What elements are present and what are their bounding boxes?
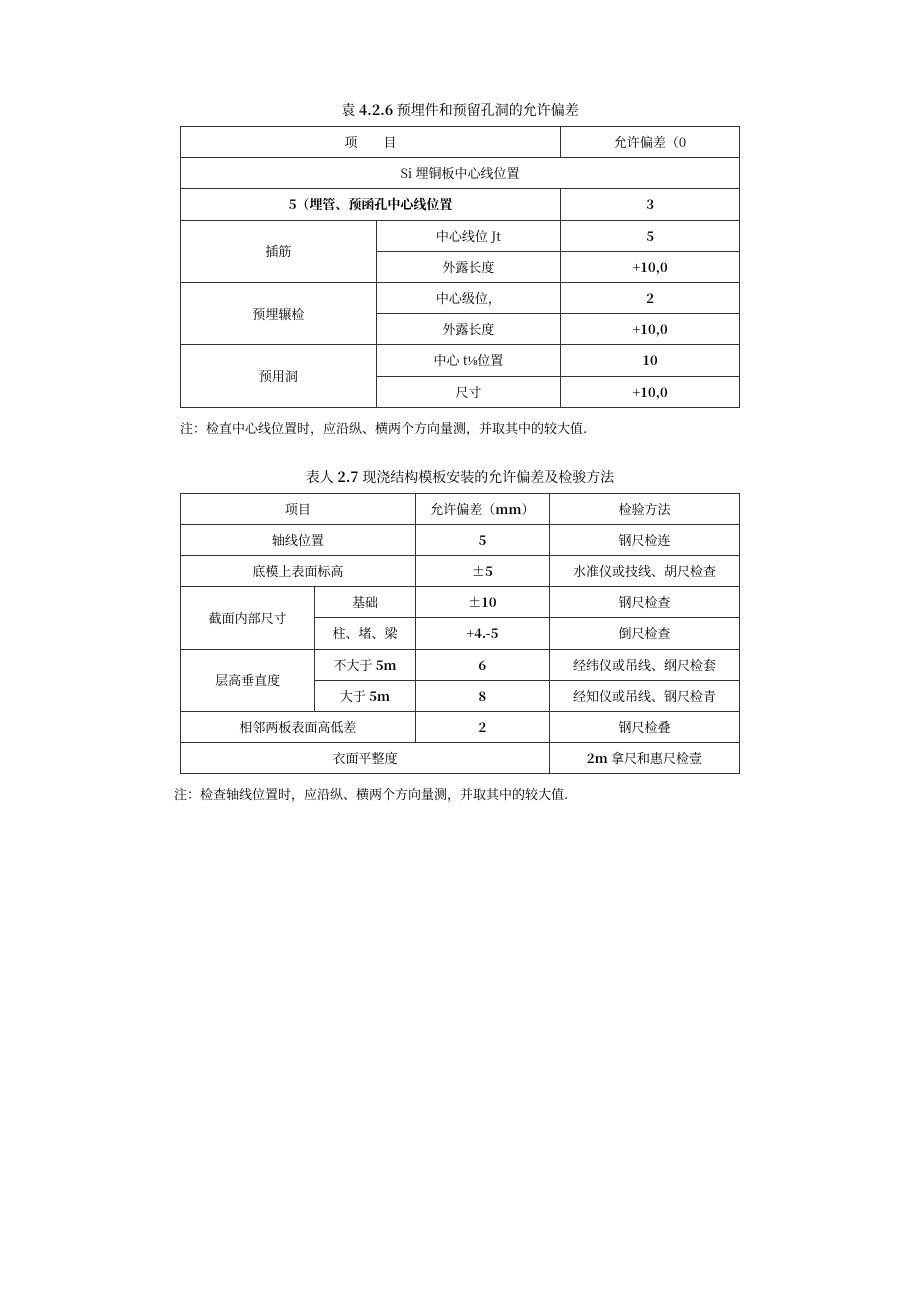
table2-r4b-sub: 大于 5m [315,680,416,711]
table2-row5: 相邻两板表面高低差 2 钢尺检叠 [181,712,740,743]
table2-r2-m: 水准仪或技线、胡尺检查 [549,556,739,587]
table2: 项目 允许偏差（mm） 检验方法 轴线位置 5 钢尺检连 底模上表面标高 ±5 … [180,493,740,775]
table1-r4a-label: 中心级位， [376,282,560,313]
table2-caption-text: 现浇结构模板安装的允许偏差及检骏方法 [359,467,615,487]
table1-r3a-label: 中心线位 Jt [376,220,560,251]
table1-caption-prefix: 袁 [341,100,359,120]
table2-caption: 表人 2.7 现浇结构模板安装的允许偏差及检骏方法 [180,467,740,487]
table2-h-item: 项目 [181,493,416,524]
table2-r5-m: 钢尺检叠 [549,712,739,743]
table1-r1: Si 埋铜板中心线位置 [181,158,740,189]
table1-row5a: 预用洞 中心 t⅛位置 10 [181,345,740,376]
table2-r6-label: 衣面平整度 [181,743,550,774]
table2-header-row: 项目 允许偏差（mm） 检验方法 [181,493,740,524]
table2-r3b-sub: 柱、堵、梁 [315,618,416,649]
table2-row4a: 层高垂直度 不大于 5m 6 经纬仪或吊线、纲尺检套 [181,649,740,680]
table1-r5a-val: 10 [561,345,740,376]
table1-caption-text: 预埋件和预留孔洞的允许偏差 [393,100,579,120]
table2-r1-m: 钢尺检连 [549,524,739,555]
table1-header-row: 项 目 允许偏差（0 [181,127,740,158]
table2-r5-val: 2 [415,712,549,743]
table1-r2-label: 5（埋管、预函孔中心线位置 [181,189,561,220]
table2-r3a-val: ±10 [415,587,549,618]
table2-r3a-sub: 基础 [315,587,416,618]
table2-r3b-m: 倒尺检查 [549,618,739,649]
table1-r5a-label: 中心 t⅛位置 [376,345,560,376]
table1-caption: 袁 4.2.6 预埋件和预留孔洞的允许偏差 [180,100,740,120]
table2-r2-val: ±5 [415,556,549,587]
table2-r4b-val: 8 [415,680,549,711]
table2-caption-num: 2.7 [337,467,358,487]
table2-r4-group: 层高垂直度 [181,649,315,711]
page: 袁 4.2.6 预埋件和预留孔洞的允许偏差 项 目 允许偏差（0 Si 埋铜板中… [0,0,920,1302]
table2-r4a-m: 经纬仪或吊线、纲尺检套 [549,649,739,680]
table2-r2-label: 底模上表面标高 [181,556,416,587]
table1-r3-group: 插筋 [181,220,377,282]
table2-r3b-val: +4.-5 [415,618,549,649]
table2-h-tol: 允许偏差（mm） [415,493,549,524]
table1-r4b-label: 外露长度 [376,314,560,345]
table2-r4a-sub: 不大于 5m [315,649,416,680]
table2-r5-label: 相邻两板表面高低差 [181,712,416,743]
table1-row4a: 预埋辗检 中心级位， 2 [181,282,740,313]
table1-note: 注：检直中心线位置时，应沿纵、横两个方向量测，并取其中的较大值. [180,418,740,437]
table1: 项 目 允许偏差（0 Si 埋铜板中心线位置 5（埋管、预函孔中心线位置 3 插… [180,126,740,408]
table2-caption-prefix: 表人 [306,467,338,487]
table2-r3-group: 截面内部尺寸 [181,587,315,649]
table1-header-tol: 允许偏差（0 [561,127,740,158]
table2-h-method: 检验方法 [549,493,739,524]
table1-r5b-label: 尺寸 [376,376,560,407]
table2-row3a: 截面内部尺寸 基础 ±10 钢尺检查 [181,587,740,618]
table1-r4-group: 预埋辗检 [181,282,377,344]
table2-r3a-m: 钢尺检查 [549,587,739,618]
table2-row1: 轴线位置 5 钢尺检连 [181,524,740,555]
table1-r5-group: 预用洞 [181,345,377,407]
table1-r4a-val: 2 [561,282,740,313]
table2-r4a-val: 6 [415,649,549,680]
table1-r2-label-text: 5（埋管、预函孔中心线位置 [289,194,453,213]
table2-row2: 底模上表面标高 ±5 水准仪或技线、胡尺检查 [181,556,740,587]
table2-row6: 衣面平整度 2m 拿尺和惠尺检壹 [181,743,740,774]
table2-r6-m: 2m 拿尺和惠尺检壹 [549,743,739,774]
table2-h-tol-text: 允许偏差（mm） [430,499,534,518]
table1-r4b-val: +10,0 [561,314,740,345]
table1-row1: Si 埋铜板中心线位置 [181,158,740,189]
table2-r1-label: 轴线位置 [181,524,416,555]
table1-r3b-label: 外露长度 [376,251,560,282]
table1-caption-num: 4.2.6 [359,100,393,120]
table2-r1-val: 5 [415,524,549,555]
table2-note: 注：检查轴线位置时，应沿纵、横两个方向量测，并取其中的较大值. [174,784,740,803]
table1-row3a: 插筋 中心线位 Jt 5 [181,220,740,251]
table1-r5b-val: +10,0 [561,376,740,407]
table1-r3b-val: +10,0 [561,251,740,282]
table1-r2-val: 3 [561,189,740,220]
table1-r3a-val: 5 [561,220,740,251]
table1-row2: 5（埋管、预函孔中心线位置 3 [181,189,740,220]
table2-r4b-m: 经知仪或吊线、钢尺检青 [549,680,739,711]
table1-header-item: 项 目 [181,127,561,158]
